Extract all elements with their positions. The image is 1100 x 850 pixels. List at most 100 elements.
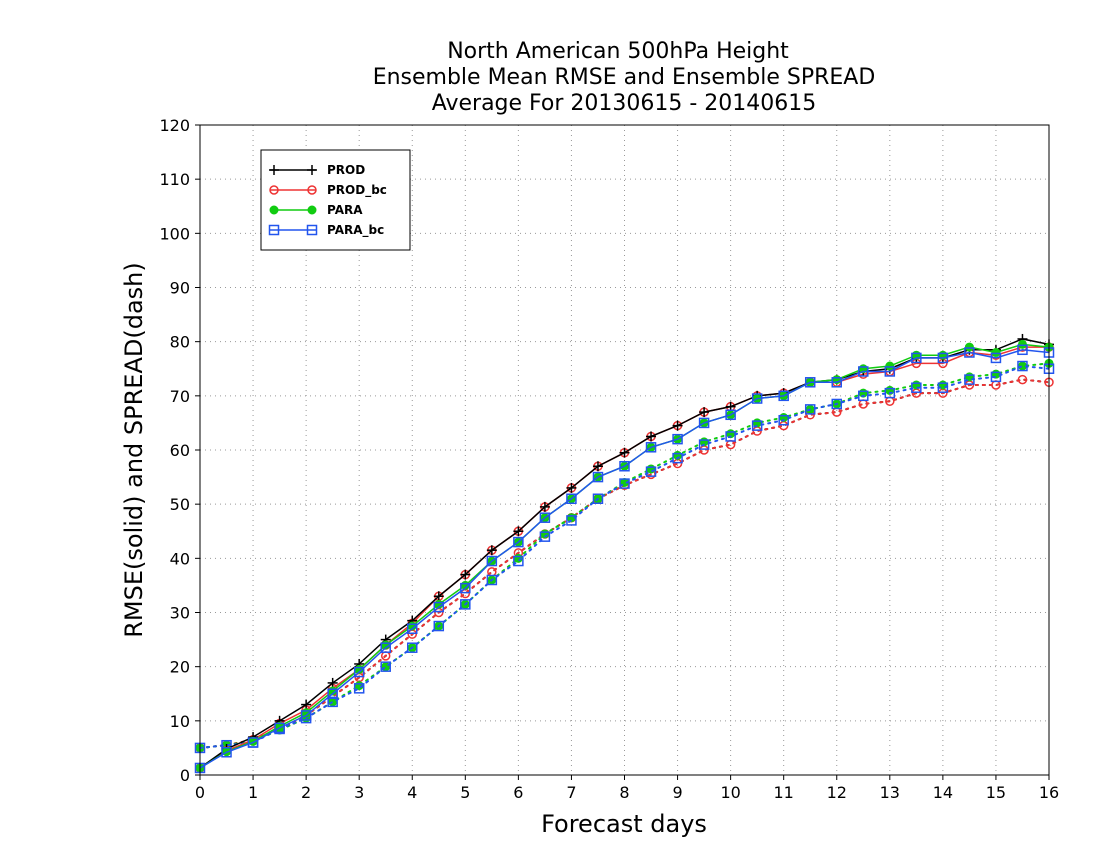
data-point-square bbox=[645, 442, 657, 453]
y-tick-label: 70 bbox=[170, 387, 190, 406]
data-point-square bbox=[1017, 360, 1028, 372]
data-point-dot bbox=[1017, 339, 1027, 349]
rmse-line bbox=[199, 338, 1050, 769]
data-point-square bbox=[725, 409, 736, 421]
x-tick-label: 13 bbox=[880, 783, 900, 802]
legend-item-para: PARA bbox=[269, 203, 363, 217]
x-tick-label: 15 bbox=[986, 783, 1006, 802]
x-tick-label: 8 bbox=[619, 783, 629, 802]
data-point-plus bbox=[672, 420, 683, 431]
data-point-square bbox=[539, 512, 551, 523]
data-point-square bbox=[964, 347, 975, 358]
data-point-circle bbox=[269, 185, 279, 195]
y-tick-label: 30 bbox=[170, 604, 190, 623]
data-point-square bbox=[274, 722, 285, 734]
x-tick-label: 11 bbox=[774, 783, 794, 802]
data-point-square bbox=[460, 599, 471, 610]
data-point-square bbox=[645, 466, 657, 477]
chart-title-line-3: Average For 20130615 - 20140615 bbox=[432, 91, 817, 116]
data-point-square bbox=[831, 398, 842, 410]
data-point-square bbox=[486, 555, 498, 567]
data-point-square bbox=[268, 224, 280, 236]
data-point-square bbox=[539, 531, 551, 542]
x-tick-label: 6 bbox=[513, 783, 523, 802]
data-point-square bbox=[592, 493, 604, 504]
data-point-square bbox=[858, 390, 869, 402]
data-point-square bbox=[778, 390, 789, 402]
data-point-square bbox=[884, 387, 896, 399]
y-tick-label: 120 bbox=[159, 116, 190, 135]
chart-title-line-1: North American 500hPa Height bbox=[447, 39, 789, 64]
data-point-square bbox=[460, 582, 471, 594]
data-point-square bbox=[407, 642, 418, 653]
y-tick-label: 60 bbox=[170, 441, 190, 460]
data-point-square bbox=[725, 431, 736, 442]
data-point-square bbox=[990, 352, 1002, 364]
y-axis-label: RMSE(solid) and SPREAD(dash) bbox=[120, 262, 148, 638]
data-point-square bbox=[911, 352, 922, 364]
x-tick-label: 9 bbox=[672, 783, 682, 802]
data-point-square bbox=[831, 377, 842, 388]
data-point-plus bbox=[592, 461, 603, 472]
data-point-dot bbox=[991, 348, 1001, 357]
data-point-square bbox=[1017, 344, 1028, 356]
data-point-square bbox=[619, 461, 630, 472]
data-point-plus bbox=[269, 165, 279, 175]
data-point-square bbox=[804, 377, 816, 388]
data-point-plus bbox=[646, 431, 657, 442]
y-tick-label: 0 bbox=[180, 766, 190, 785]
data-point-circle bbox=[307, 185, 317, 195]
x-tick-label: 1 bbox=[248, 783, 258, 802]
y-tick-label: 40 bbox=[170, 549, 190, 568]
y-tick-label: 20 bbox=[170, 658, 190, 677]
x-axis-label: Forecast days bbox=[541, 810, 707, 838]
data-point-plus bbox=[539, 501, 550, 512]
x-tick-label: 14 bbox=[933, 783, 953, 802]
data-point-square bbox=[513, 555, 524, 567]
series-layer bbox=[194, 333, 1055, 774]
y-axis: 0 10 20 30 40 50 60 70 80 90 100 110 120 bbox=[159, 116, 200, 785]
data-point-square bbox=[672, 452, 683, 464]
data-point-dot bbox=[646, 464, 656, 474]
data-point-square bbox=[433, 620, 445, 632]
data-point-square bbox=[566, 515, 577, 526]
data-point-square bbox=[306, 224, 318, 236]
y-tick-label: 50 bbox=[170, 495, 190, 514]
chart-title-line-2: Ensemble Mean RMSE and Ensemble SPREAD bbox=[373, 65, 876, 90]
data-point-square bbox=[221, 747, 232, 758]
data-point-square bbox=[433, 601, 445, 613]
data-point-plus bbox=[566, 482, 577, 493]
data-point-square bbox=[698, 439, 710, 450]
data-point-plus bbox=[301, 699, 312, 710]
data-point-plus bbox=[327, 677, 338, 688]
data-point-plus bbox=[699, 407, 710, 418]
data-point-plus bbox=[486, 545, 497, 556]
legend-label: PARA_bc bbox=[327, 223, 384, 238]
data-point-plus bbox=[307, 165, 317, 175]
x-tick-label: 7 bbox=[566, 783, 576, 802]
data-point-dot bbox=[307, 205, 317, 215]
data-point-square bbox=[353, 666, 365, 678]
data-point-square bbox=[300, 710, 312, 721]
legend-label: PROD bbox=[327, 163, 365, 177]
data-point-plus bbox=[619, 447, 630, 458]
data-point-square bbox=[592, 471, 604, 483]
legend-box bbox=[260, 149, 411, 251]
data-point-square bbox=[486, 574, 498, 586]
data-point-square bbox=[672, 433, 683, 445]
data-point-square bbox=[353, 683, 365, 694]
data-point-square bbox=[247, 737, 259, 748]
data-point-square bbox=[937, 382, 949, 393]
legend-item-prod_bc: PROD_bc bbox=[269, 183, 387, 198]
data-point-square bbox=[990, 371, 1002, 383]
y-tick-label: 90 bbox=[170, 279, 190, 298]
data-point-square bbox=[619, 478, 630, 489]
data-point-square bbox=[380, 661, 391, 672]
legend-label: PARA bbox=[327, 203, 363, 217]
x-tick-label: 16 bbox=[1039, 783, 1059, 802]
data-point-square bbox=[327, 688, 338, 699]
x-tick-label: 4 bbox=[407, 783, 417, 802]
x-axis: 0 1 2 3 4 5 6 7 8 9 10 11 12 13 14 15 16 bbox=[195, 775, 1059, 802]
data-point-plus bbox=[460, 569, 471, 580]
data-point-square bbox=[380, 642, 391, 653]
